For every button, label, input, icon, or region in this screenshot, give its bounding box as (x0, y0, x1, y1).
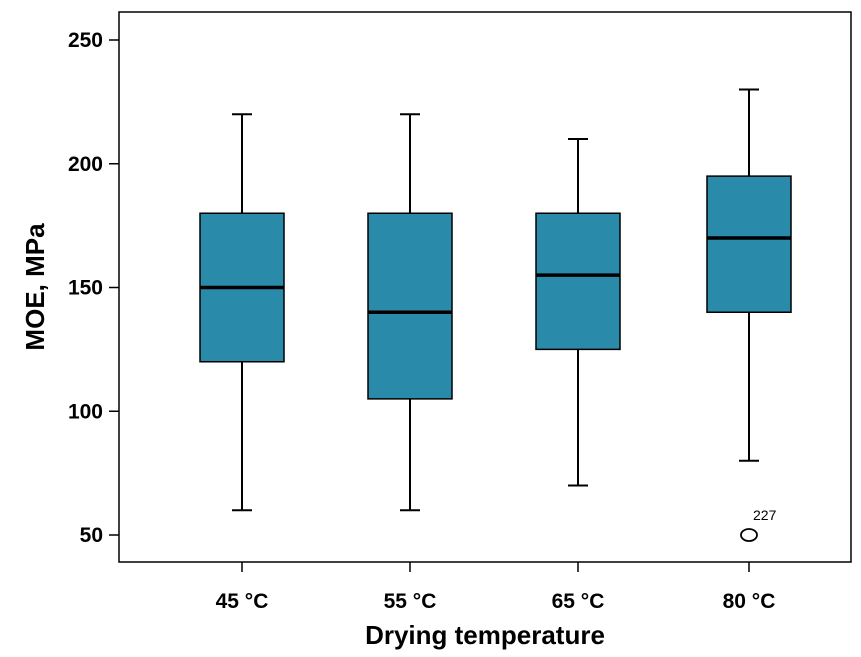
x-axis: 45 °C 55 °C 65 °C 80 °C (216, 562, 776, 613)
outlier-point (740, 528, 758, 542)
x-tick-label: 45 °C (216, 590, 269, 613)
x-tick-label: 80 °C (723, 590, 776, 613)
y-tick-label: 50 (80, 524, 103, 547)
iqr-box (706, 175, 792, 313)
x-axis-title: Drying temperature (365, 620, 605, 650)
y-tick-label: 250 (68, 29, 103, 52)
y-axis: 50 100 150 200 250 (68, 29, 119, 547)
iqr-box (535, 212, 621, 351)
x-tick-label: 55 °C (384, 590, 437, 613)
x-tick-label: 65 °C (552, 590, 605, 613)
boxes-group: 227 (199, 88, 792, 542)
y-axis-title: MOE, MPa (20, 223, 50, 351)
y-tick-label: 100 (68, 400, 103, 423)
outlier-label: 227 (753, 507, 777, 523)
iqr-box (367, 212, 453, 400)
y-tick-label: 200 (68, 153, 103, 176)
y-tick-label: 150 (68, 277, 103, 300)
